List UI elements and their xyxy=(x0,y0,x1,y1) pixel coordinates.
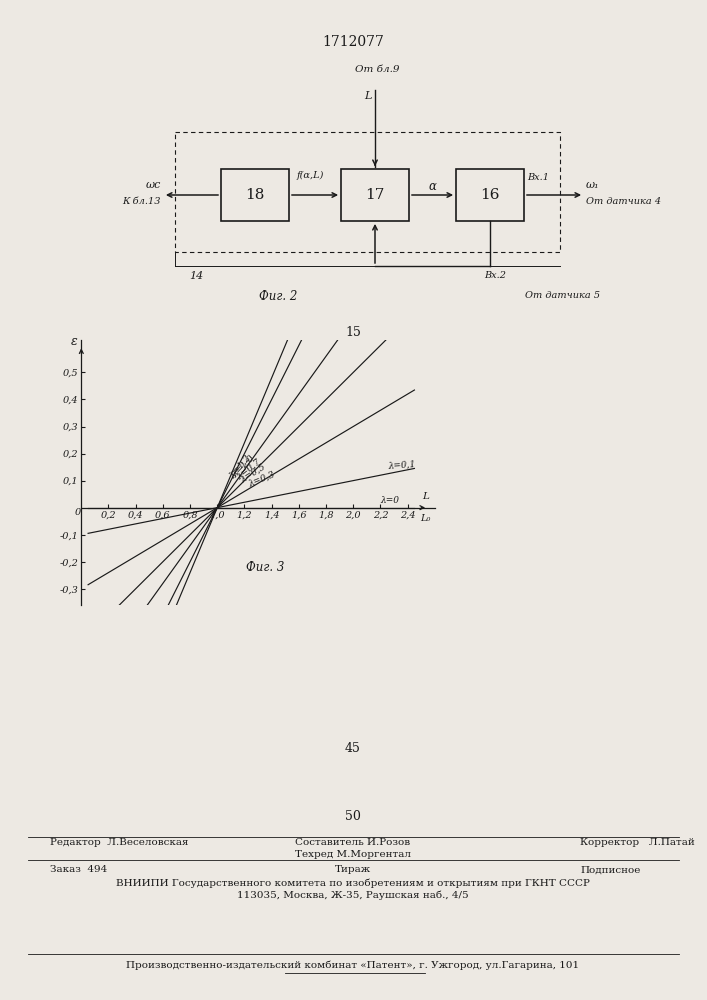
Text: К бл.13: К бл.13 xyxy=(122,196,161,206)
Text: 0: 0 xyxy=(75,508,81,517)
Text: 113035, Москва, Ж-35, Раушская наб., 4/5: 113035, Москва, Ж-35, Раушская наб., 4/5 xyxy=(237,890,469,900)
Text: Редактор  Л.Веселовская: Редактор Л.Веселовская xyxy=(50,838,189,847)
Text: Составитель И.Розов: Составитель И.Розов xyxy=(296,838,411,847)
Bar xyxy=(456,169,524,221)
Text: λ=0,3: λ=0,3 xyxy=(247,470,276,488)
Text: 16: 16 xyxy=(480,188,500,202)
Text: Заказ  494: Заказ 494 xyxy=(50,865,107,874)
Text: 20: 20 xyxy=(345,356,361,368)
Text: f(α,L): f(α,L) xyxy=(296,170,324,180)
Text: L₀: L₀ xyxy=(420,514,431,523)
Text: 18: 18 xyxy=(245,188,264,202)
Text: λ=0,5: λ=0,5 xyxy=(239,462,267,485)
Text: Производственно-издательский комбинат «Патент», г. Ужгород, ул.Гагарина, 101: Производственно-издательский комбинат «П… xyxy=(127,960,580,970)
Text: ω₁: ω₁ xyxy=(586,180,600,190)
Text: λ=1,0: λ=1,0 xyxy=(231,453,257,479)
Text: 50: 50 xyxy=(345,810,361,824)
Text: L: L xyxy=(364,91,372,101)
Text: λ=0,7: λ=0,7 xyxy=(235,458,262,482)
Text: L: L xyxy=(422,492,428,501)
Bar xyxy=(221,169,289,221)
Text: 14: 14 xyxy=(189,271,203,281)
Text: ВНИИПИ Государственного комитета по изобретениям и открытиям при ГКНТ СССР: ВНИИПИ Государственного комитета по изоб… xyxy=(116,878,590,888)
Text: Корректор   Л.Патай: Корректор Л.Патай xyxy=(580,838,695,847)
Text: Вх.2: Вх.2 xyxy=(484,271,506,280)
Text: От датчика 4: От датчика 4 xyxy=(586,196,661,206)
Text: Тираж: Тираж xyxy=(335,865,371,874)
Text: Вх.1: Вх.1 xyxy=(527,172,549,182)
Bar xyxy=(341,169,409,221)
Text: От датчика 5: От датчика 5 xyxy=(525,292,600,300)
Text: Техред М.Моргентал: Техред М.Моргентал xyxy=(295,850,411,859)
Text: 15: 15 xyxy=(345,326,361,338)
Text: λ=0,1: λ=0,1 xyxy=(387,460,416,471)
Text: 17: 17 xyxy=(366,188,385,202)
Text: α: α xyxy=(428,180,436,194)
Text: 1712077: 1712077 xyxy=(322,35,384,49)
Text: 45: 45 xyxy=(345,742,361,754)
Text: От бл.9: От бл.9 xyxy=(355,66,399,75)
Text: ωc: ωc xyxy=(146,180,161,190)
Text: Фиг. 3: Фиг. 3 xyxy=(245,561,284,574)
Text: ε: ε xyxy=(71,335,77,348)
Text: Фиг. 2: Фиг. 2 xyxy=(259,290,297,302)
Text: λ=1,2: λ=1,2 xyxy=(228,453,253,480)
Text: λ=0: λ=0 xyxy=(380,496,399,505)
Text: Подписное: Подписное xyxy=(580,865,641,874)
